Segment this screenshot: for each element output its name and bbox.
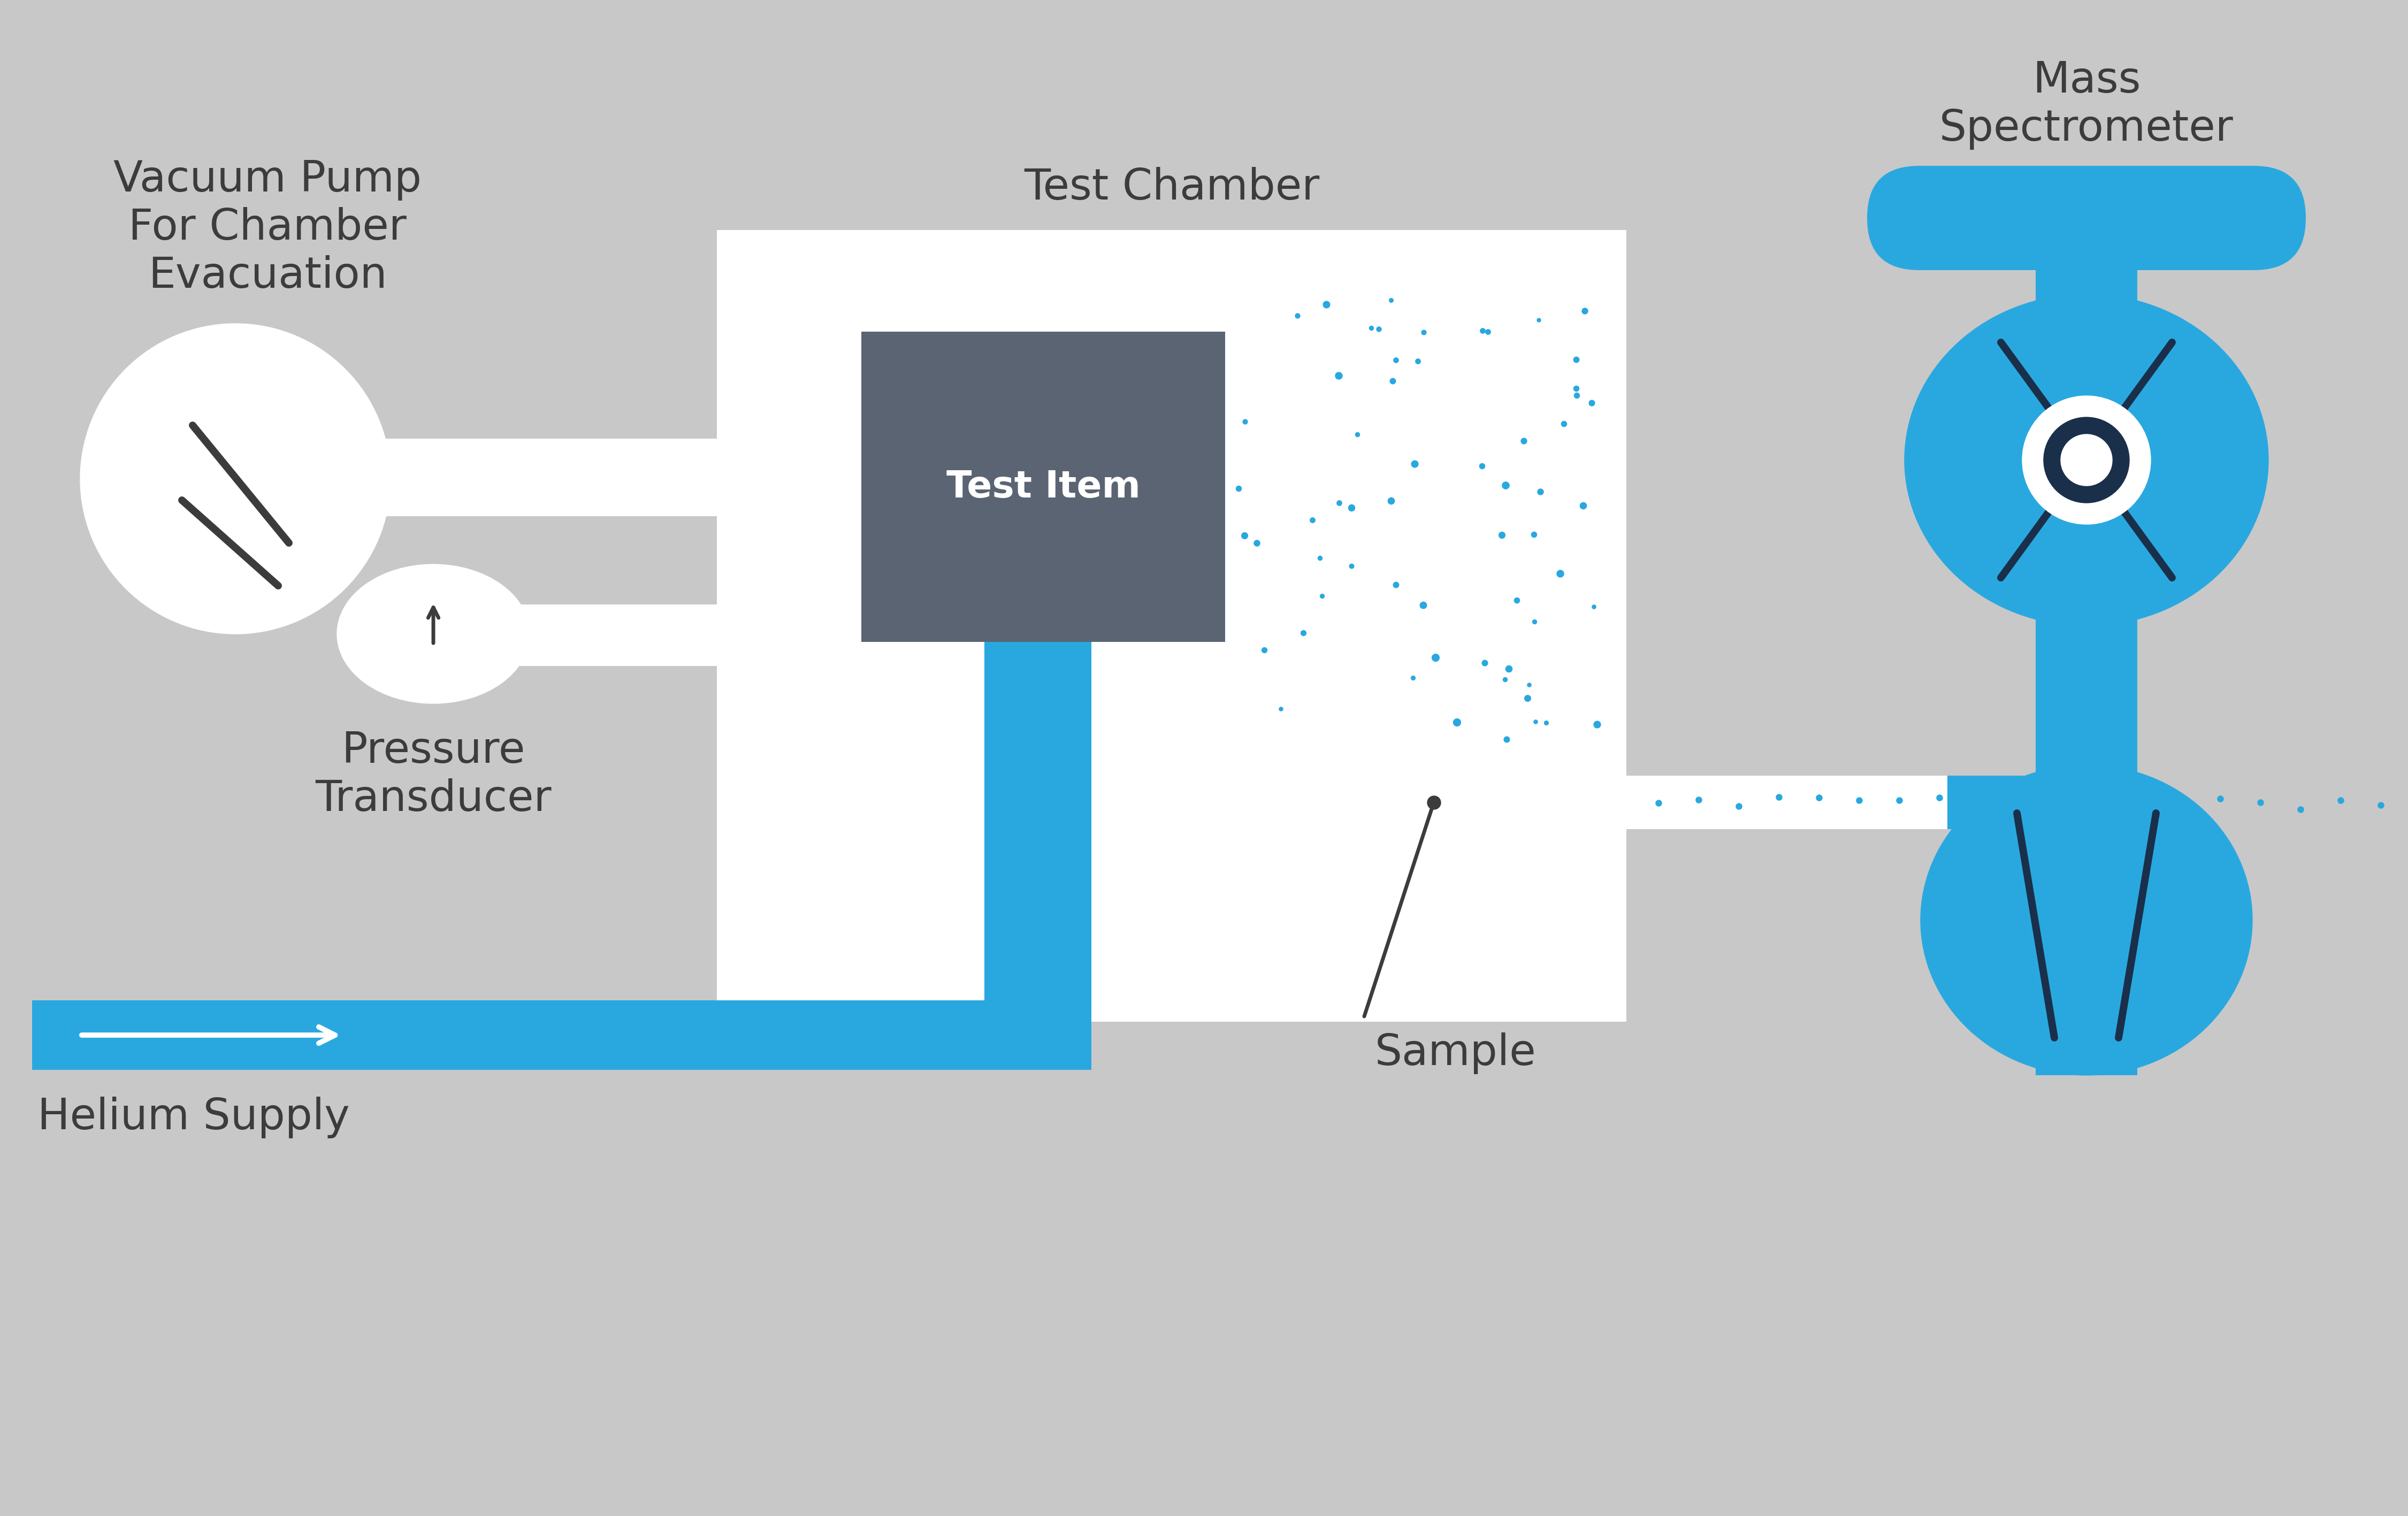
Bar: [1948, 776, 2035, 829]
Text: Vacuum Pump
For Chamber
Evacuation: Vacuum Pump For Chamber Evacuation: [113, 159, 421, 297]
Circle shape: [79, 323, 390, 634]
Circle shape: [2044, 417, 2129, 503]
Text: Helium Supply: Helium Supply: [39, 1096, 349, 1139]
Ellipse shape: [1922, 766, 2251, 1075]
Bar: [364, 438, 718, 517]
Circle shape: [2061, 435, 2112, 485]
Text: Test Chamber: Test Chamber: [1023, 167, 1320, 209]
Text: Test Item: Test Item: [946, 468, 1141, 505]
Circle shape: [2023, 396, 2150, 525]
Text: Sample: Sample: [1375, 1032, 1536, 1075]
Text: Mass
Spectrometer: Mass Spectrometer: [1938, 59, 2235, 150]
Bar: [402, 605, 718, 666]
Ellipse shape: [1905, 294, 2268, 626]
Bar: [31, 1001, 1091, 1070]
Bar: [718, 230, 1625, 1022]
Polygon shape: [241, 409, 417, 549]
Text: Pressure
Transducer: Pressure Transducer: [315, 731, 551, 820]
Bar: [985, 641, 1091, 1022]
Bar: [1625, 776, 1948, 829]
FancyBboxPatch shape: [1866, 165, 2307, 270]
Bar: [2035, 270, 2138, 1075]
Bar: [862, 332, 1226, 641]
Ellipse shape: [337, 564, 530, 703]
